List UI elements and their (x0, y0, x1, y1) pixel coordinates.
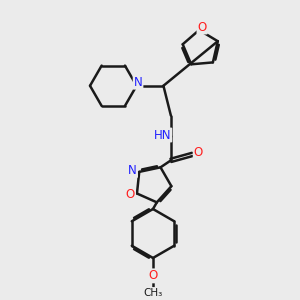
Text: N: N (128, 164, 137, 177)
Text: O: O (148, 269, 158, 282)
Text: CH₃: CH₃ (143, 288, 163, 298)
Text: O: O (197, 20, 207, 34)
Text: HN: HN (154, 128, 171, 142)
Text: O: O (194, 146, 203, 159)
Text: N: N (134, 76, 142, 89)
Text: O: O (126, 188, 135, 202)
